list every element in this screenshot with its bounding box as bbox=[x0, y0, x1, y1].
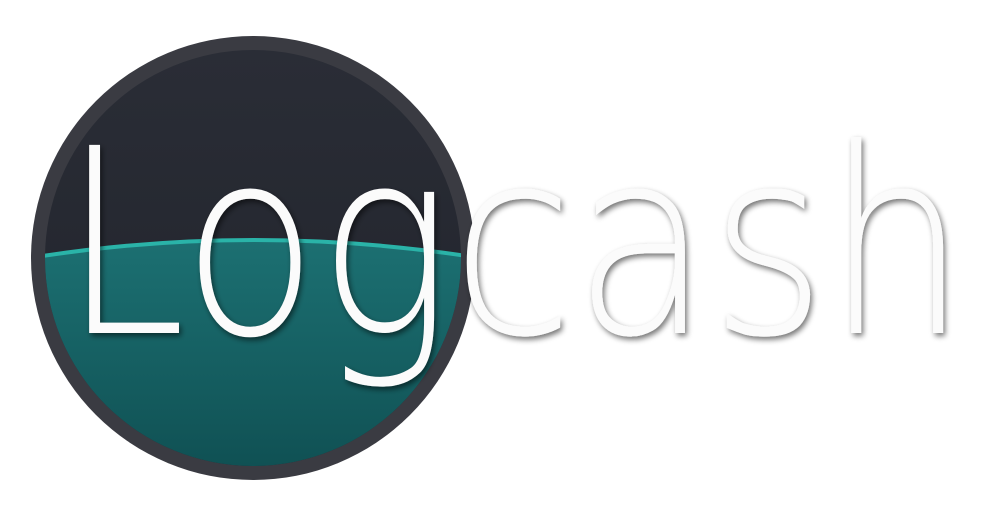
liquid-circle-icon bbox=[45, 238, 461, 466]
logo-wordmark: Logcash bbox=[62, 94, 967, 394]
